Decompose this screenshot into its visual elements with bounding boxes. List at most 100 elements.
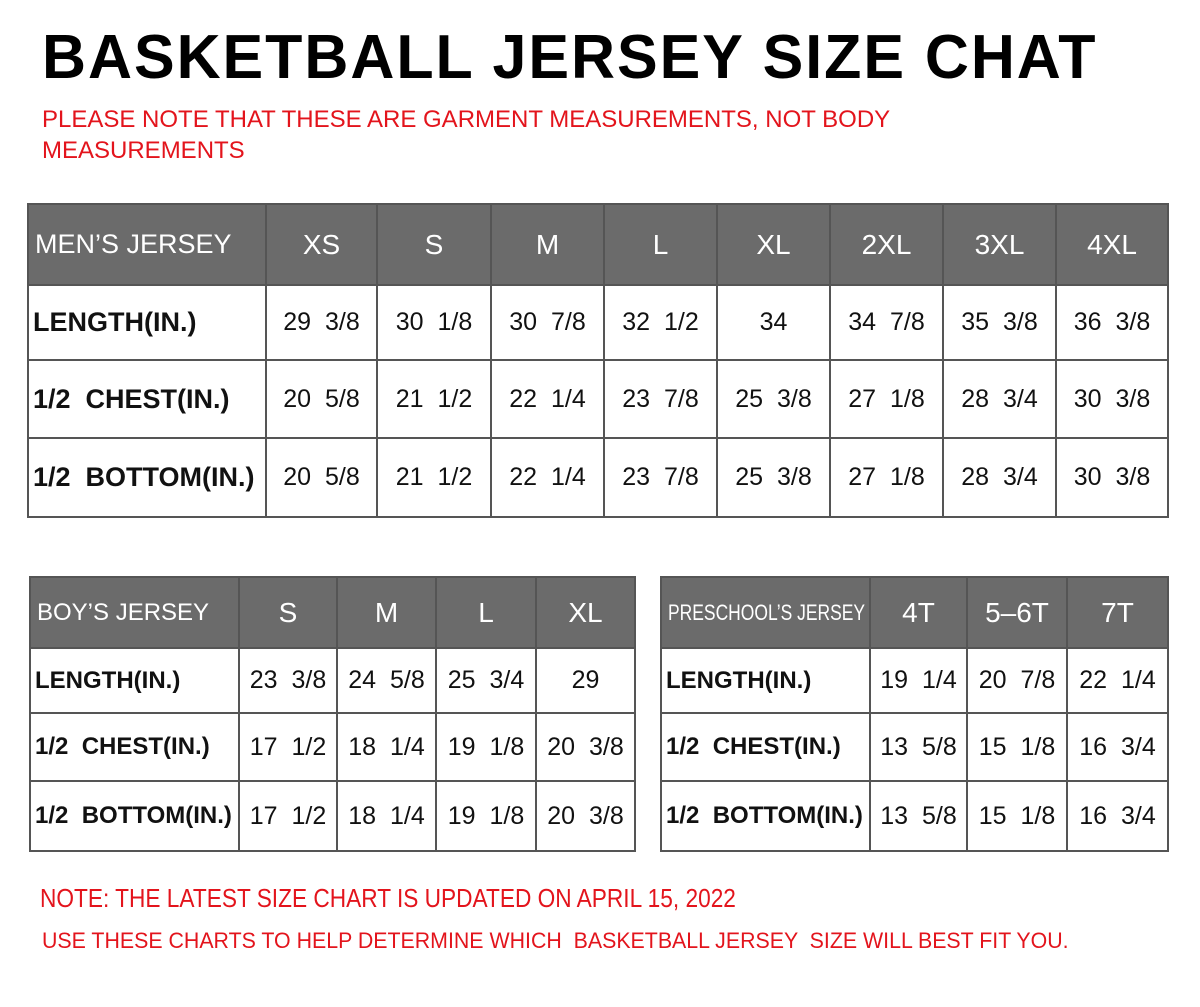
measurement-value: 19 1/8 — [447, 801, 525, 830]
measurement-value-cell: 22 1/4 — [490, 437, 605, 518]
measurement-label-cell: 1/2 CHEST(IN.) — [27, 359, 267, 439]
measurement-value-cell: 36 3/8 — [1055, 284, 1169, 361]
size-header-text: S — [278, 596, 298, 628]
measurement-value-cell: 20 7/8 — [966, 647, 1068, 714]
table-header-row: PRESCHOOL’S JERSEY 4T 5–6T 7T — [660, 576, 1169, 649]
size-header: 2XL — [829, 203, 944, 286]
measurement-label-cell: LENGTH(IN.) — [660, 647, 871, 714]
measurement-label: LENGTH(IN.) — [33, 307, 197, 337]
size-header: 4T — [869, 576, 968, 649]
measurement-value-cell: 17 1/2 — [238, 712, 338, 782]
measurement-value-cell: 23 7/8 — [603, 437, 718, 518]
size-header: 7T — [1066, 576, 1169, 649]
measurement-value: 20 5/8 — [283, 463, 360, 491]
size-header-text: 4XL — [1087, 228, 1137, 260]
measurement-value: 18 1/4 — [348, 801, 425, 830]
size-header-text: 2XL — [861, 228, 912, 260]
table-row: LENGTH(IN.) 23 3/8 24 5/8 25 3/4 29 — [29, 647, 636, 714]
size-header: M — [336, 576, 437, 649]
table-row: 1/2 CHEST(IN.) 13 5/8 15 1/8 16 3/4 — [660, 712, 1169, 782]
measurement-value: 22 1/4 — [509, 384, 586, 413]
measurement-value-cell: 16 3/4 — [1066, 780, 1169, 852]
measurement-value-cell: 30 3/8 — [1055, 437, 1169, 518]
measurement-value-cell: 29 3/8 — [265, 284, 378, 361]
measurement-label: 1/2 BOTTOM(IN.) — [35, 802, 232, 829]
size-header: XL — [716, 203, 831, 286]
size-header-text: M — [535, 228, 560, 260]
measurement-value-cell: 19 1/8 — [435, 712, 537, 782]
measurement-value-cell: 18 1/4 — [336, 780, 437, 852]
measurement-label-cell: LENGTH(IN.) — [29, 647, 240, 714]
measurement-value: 29 3/8 — [283, 308, 360, 336]
measurement-value: 34 — [759, 308, 788, 336]
measurement-value: 20 7/8 — [978, 666, 1056, 694]
measurement-value-cell: 25 3/8 — [716, 437, 831, 518]
measurement-value-cell: 17 1/2 — [238, 780, 338, 852]
garment-notice-text: PLEASE NOTE THAT THESE ARE GARMENT MEASU… — [42, 106, 890, 164]
measurement-value: 23 3/8 — [249, 666, 327, 694]
measurement-label-cell: 1/2 BOTTOM(IN.) — [29, 780, 240, 852]
measurement-value-cell: 23 3/8 — [238, 647, 338, 714]
measurement-value: 20 5/8 — [283, 384, 360, 413]
table-header-row: BOY’S JERSEY S M L XL — [29, 576, 636, 649]
size-header-text: M — [374, 596, 399, 628]
measurement-value: 30 3/8 — [1073, 463, 1151, 491]
measurement-label: LENGTH(IN.) — [666, 666, 812, 694]
size-header-text: L — [478, 596, 494, 628]
measurement-value-cell: 22 1/4 — [490, 359, 605, 439]
measurement-value-cell: 19 1/8 — [435, 780, 537, 852]
size-header-text: 3XL — [974, 228, 1025, 260]
measurement-value: 34 7/8 — [848, 308, 925, 336]
measurement-value: 27 1/8 — [848, 384, 925, 413]
size-header-text: XL — [568, 596, 603, 628]
table-row: 1/2 CHEST(IN.) 17 1/2 18 1/4 19 1/8 20 3/8 — [29, 712, 636, 782]
measurement-value: 19 1/4 — [880, 666, 957, 694]
measurement-value-cell: 19 1/4 — [869, 647, 968, 714]
measurement-label: 1/2 CHEST(IN.) — [35, 733, 210, 760]
measurement-value-cell: 15 1/8 — [966, 712, 1068, 782]
size-header-text: S — [424, 228, 444, 260]
table-row: LENGTH(IN.) 19 1/4 20 7/8 22 1/4 — [660, 647, 1169, 714]
measurement-label: 1/2 BOTTOM(IN.) — [666, 802, 863, 829]
measurement-label-cell: 1/2 CHEST(IN.) — [29, 712, 240, 782]
measurement-value: 27 1/8 — [848, 463, 925, 491]
measurement-value: 22 1/4 — [509, 463, 586, 491]
size-header-text: 5–6T — [985, 596, 1049, 628]
measurement-value-cell: 32 1/2 — [603, 284, 718, 361]
mens-size-table: MEN’S JERSEY XS S M L XL 2XL 3XL 4XL LENGTH(IN.)… — [27, 203, 1169, 518]
measurement-label: LENGTH(IN.) — [35, 666, 181, 694]
measurement-value-cell: 21 1/2 — [376, 359, 492, 439]
measurement-value: 23 7/8 — [622, 463, 699, 491]
measurement-value: 25 3/8 — [735, 384, 812, 413]
table-title: PRESCHOOL’S JERSEY — [668, 599, 866, 625]
table-title-cell: MEN’S JERSEY — [27, 203, 267, 286]
size-header: 3XL — [942, 203, 1057, 286]
size-header: 5–6T — [966, 576, 1068, 649]
measurement-value-cell: 28 3/4 — [942, 359, 1057, 439]
measurement-value-cell: 27 1/8 — [829, 437, 944, 518]
measurement-value-cell: 34 7/8 — [829, 284, 944, 361]
measurement-value-cell: 20 5/8 — [265, 437, 378, 518]
table-row: 1/2 BOTTOM(IN.) 17 1/2 18 1/4 19 1/8 20 3/8 — [29, 780, 636, 852]
size-header-text: 7T — [1101, 596, 1134, 628]
update-note-text: NOTE: THE LATEST SIZE CHART IS UPDATED O… — [40, 883, 736, 913]
page-title: BASKETBALL JERSEY SIZE CHAT — [42, 22, 1102, 93]
measurement-value: 23 7/8 — [622, 384, 699, 413]
measurement-value-cell: 24 5/8 — [336, 647, 437, 714]
size-header: S — [376, 203, 492, 286]
measurement-value: 22 1/4 — [1079, 666, 1156, 694]
measurement-value: 28 3/4 — [961, 463, 1038, 491]
measurement-value-cell: 22 1/4 — [1066, 647, 1169, 714]
measurement-value-cell: 13 5/8 — [869, 712, 968, 782]
measurement-value: 17 1/2 — [249, 732, 327, 761]
measurement-value: 20 3/8 — [547, 732, 624, 761]
measurement-value-cell: 27 1/8 — [829, 359, 944, 439]
measurement-label-cell: 1/2 BOTTOM(IN.) — [660, 780, 871, 852]
measurement-label: 1/2 CHEST(IN.) — [666, 733, 841, 760]
measurement-value-cell: 30 7/8 — [490, 284, 605, 361]
update-note: NOTE: THE LATEST SIZE CHART IS UPDATED O… — [40, 883, 740, 914]
table-title: MEN’S JERSEY — [35, 229, 232, 259]
table-row: LENGTH(IN.) 29 3/8 30 1/8 30 7/8 32 1/2 34 34 … — [27, 284, 1169, 361]
table-row: 1/2 CHEST(IN.) 20 5/8 21 1/2 22 1/4 23 7/8 25… — [27, 359, 1169, 439]
measurement-value: 32 1/2 — [622, 308, 699, 336]
